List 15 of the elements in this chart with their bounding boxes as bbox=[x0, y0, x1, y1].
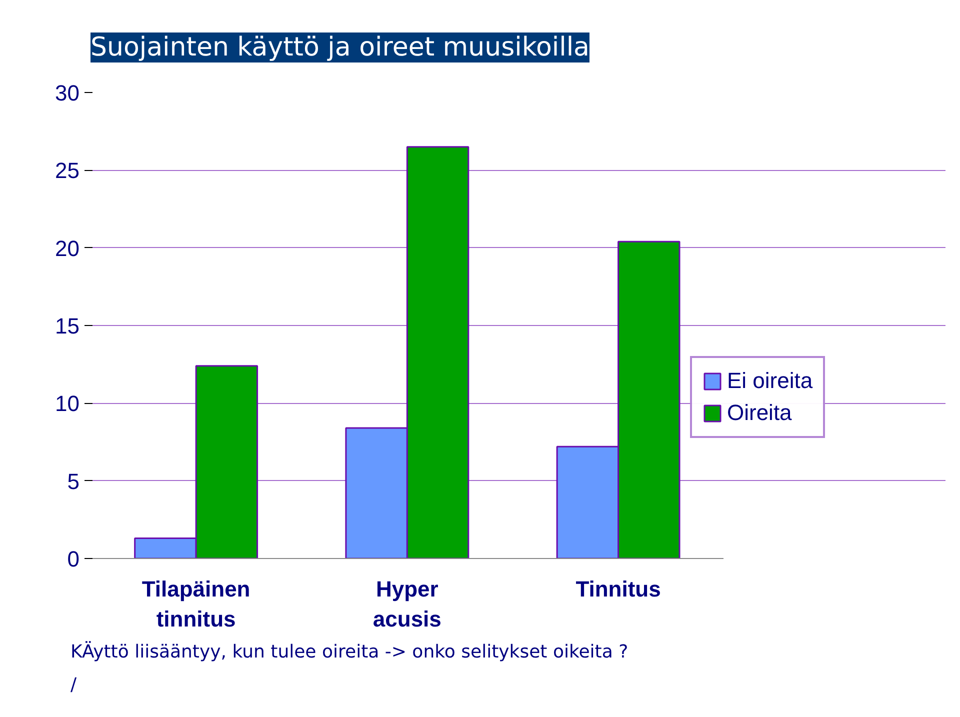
x-tick-label: Tilapäinen tinnitus bbox=[142, 576, 250, 632]
legend-label: Ei oireita bbox=[727, 368, 813, 394]
y-tick-label: 0 bbox=[67, 546, 80, 572]
x-tick-label: Tinnitus bbox=[576, 576, 661, 602]
text: / bbox=[70, 674, 78, 696]
y-tick-label: 25 bbox=[55, 158, 80, 184]
y-tick-label: 5 bbox=[67, 468, 80, 494]
legend-label: Oireita bbox=[727, 400, 792, 426]
y-tick-label: 15 bbox=[55, 314, 80, 338]
y-tick-label: 20 bbox=[55, 236, 80, 261]
x-tick-label: Hyper acusis bbox=[372, 576, 442, 632]
chart-title: Suojainten käyttö ja oireet muusikoilla bbox=[90, 32, 590, 62]
y-tick-label: 30 bbox=[55, 80, 80, 106]
y-tick-label: 10 bbox=[55, 391, 80, 416]
text: KÄyttö liisääntyy, kun tulee oireita -> onko selitykset oikeita ? bbox=[70, 640, 628, 662]
